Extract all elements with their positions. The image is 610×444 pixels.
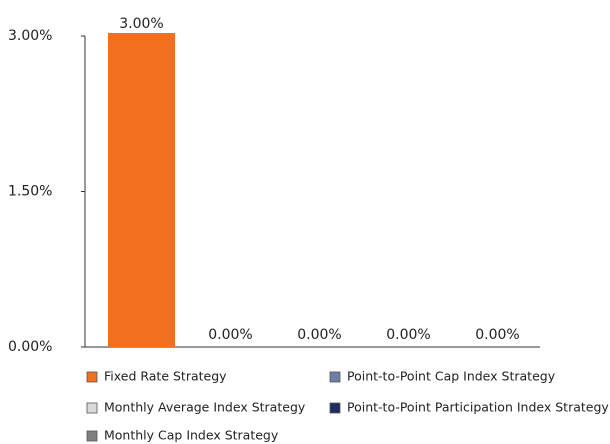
value-label: 0.00% [386, 327, 430, 343]
legend-swatch [86, 371, 98, 383]
legend-label: Monthly Cap Index Strategy [104, 428, 279, 443]
y-tick-label: 0.00% [8, 339, 52, 355]
value-label: 0.00% [208, 327, 252, 343]
legend-swatch [329, 402, 341, 414]
legend-swatch [86, 430, 98, 442]
value-label: 3.00% [119, 16, 163, 32]
value-label: 0.00% [297, 327, 341, 343]
legend-swatch [329, 371, 341, 383]
legend-label: Point-to-Point Participation Index Strat… [347, 400, 609, 415]
legend-swatch [86, 402, 98, 414]
y-tick-label: 1.50% [8, 184, 52, 200]
y-tick-label: 3.00% [8, 28, 52, 44]
legend-label: Point-to-Point Cap Index Strategy [347, 369, 556, 384]
bar [108, 33, 175, 347]
legend-label: Monthly Average Index Strategy [104, 400, 306, 415]
value-label: 0.00% [475, 327, 519, 343]
legend-label: Fixed Rate Strategy [104, 369, 227, 384]
